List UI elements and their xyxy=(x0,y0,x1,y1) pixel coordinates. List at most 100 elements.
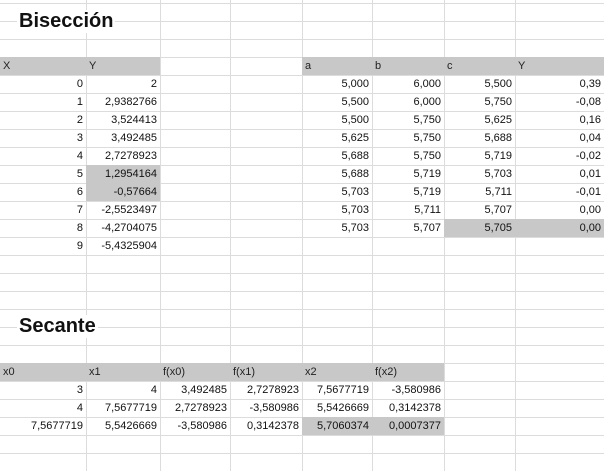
table3-cell[interactable]: 7,5677719 xyxy=(105,402,157,414)
table3-cell[interactable]: 7,5677719 xyxy=(31,420,83,432)
table3-cell[interactable]: 0,3142378 xyxy=(389,402,441,414)
grid-hline xyxy=(0,219,604,220)
table1-cell[interactable]: 4 xyxy=(76,150,83,162)
table1-cell[interactable]: 2 xyxy=(150,78,157,90)
table2-cell[interactable]: 5,707 xyxy=(413,222,441,234)
table1-header[interactable]: Y xyxy=(86,57,160,75)
table1-cell[interactable]: 2,9382766 xyxy=(105,96,157,108)
table3-header[interactable]: f(x0) xyxy=(160,363,230,381)
table3-cell[interactable]: 4 xyxy=(150,384,157,396)
table2-cell[interactable]: 0,00 xyxy=(515,219,604,237)
table2-cell[interactable]: 5,750 xyxy=(413,150,441,162)
table3-cell[interactable]: -3,580986 xyxy=(391,384,441,396)
grid-hline xyxy=(0,291,604,292)
grid-hline xyxy=(0,381,604,382)
table2-cell[interactable]: -0,01 xyxy=(575,186,601,198)
table2-header[interactable]: a xyxy=(302,57,372,75)
table2-cell[interactable]: -0,02 xyxy=(575,150,601,162)
table1-cell[interactable]: 3,492485 xyxy=(111,132,157,144)
table1-cell[interactable]: 1 xyxy=(76,96,83,108)
table3-header[interactable]: f(x1) xyxy=(230,363,302,381)
table2-cell[interactable]: 0,01 xyxy=(579,168,601,180)
table1-cell[interactable]: 1,2954164 xyxy=(86,165,160,183)
table3-cell[interactable]: 2,7278923 xyxy=(175,402,227,414)
table2-cell[interactable]: 5,719 xyxy=(413,186,441,198)
table1-header[interactable]: X xyxy=(0,57,86,75)
table2-cell[interactable]: 5,703 xyxy=(341,186,369,198)
table2-cell[interactable]: 5,711 xyxy=(414,204,441,216)
table2-cell[interactable]: 5,711 xyxy=(485,186,512,198)
table3-cell[interactable]: 3 xyxy=(76,384,83,396)
table2-cell[interactable]: 5,688 xyxy=(484,132,512,144)
table3-cell[interactable]: 0,3142378 xyxy=(247,420,299,432)
table1-cell[interactable]: 8 xyxy=(76,222,83,234)
table3-cell[interactable]: -3,580986 xyxy=(249,402,299,414)
table3-header[interactable]: x0 xyxy=(0,363,86,381)
table3-cell[interactable]: -3,580986 xyxy=(177,420,227,432)
table2-header[interactable]: Y xyxy=(515,57,604,75)
table2-cell[interactable]: 5,703 xyxy=(484,168,512,180)
table2-cell[interactable]: -0,08 xyxy=(575,96,601,108)
table3-cell[interactable]: 3,492485 xyxy=(181,384,227,396)
table2-cell[interactable]: 5,500 xyxy=(341,96,369,108)
table2-cell[interactable]: 5,719 xyxy=(484,150,512,162)
table1-cell[interactable]: 9 xyxy=(76,240,83,252)
grid-hline xyxy=(0,39,604,40)
table1-cell[interactable]: 2 xyxy=(76,114,83,126)
table3-cell[interactable]: 7,5677719 xyxy=(317,384,369,396)
table3-header[interactable]: x1 xyxy=(86,363,160,381)
table1-cell[interactable]: -2,5523497 xyxy=(101,204,157,216)
grid-hline xyxy=(0,93,604,94)
grid-hline xyxy=(0,237,604,238)
table2-cell[interactable]: 5,625 xyxy=(484,114,512,126)
table2-cell[interactable]: 5,707 xyxy=(484,204,512,216)
grid-hline xyxy=(0,201,604,202)
table2-cell[interactable]: 5,703 xyxy=(341,204,369,216)
table2-cell[interactable]: 5,688 xyxy=(341,150,369,162)
table3-cell[interactable]: 5,5426669 xyxy=(105,420,157,432)
table2-header[interactable]: b xyxy=(372,57,444,75)
table3-cell[interactable]: 0,0007377 xyxy=(372,417,444,435)
table3-cell[interactable]: 4 xyxy=(76,402,83,414)
table2-cell[interactable]: 5,719 xyxy=(413,168,441,180)
table2-cell[interactable]: 5,750 xyxy=(413,132,441,144)
table2-cell[interactable]: 0,00 xyxy=(579,204,601,216)
table1-cell[interactable]: -4,2704075 xyxy=(101,222,157,234)
grid-hline xyxy=(0,3,604,4)
table3-cell[interactable]: 5,7060374 xyxy=(302,417,372,435)
table1-cell[interactable]: 2,7278923 xyxy=(105,150,157,162)
table2-cell[interactable]: 5,703 xyxy=(341,222,369,234)
grid-vline xyxy=(302,0,303,471)
biseccion-title: Bisección xyxy=(17,10,116,33)
table2-cell[interactable]: 0,16 xyxy=(579,114,601,126)
table2-cell[interactable]: 5,688 xyxy=(341,168,369,180)
table1-cell[interactable]: 7 xyxy=(76,204,83,216)
table2-cell[interactable]: 5,750 xyxy=(484,96,512,108)
table2-cell[interactable]: 5,705 xyxy=(444,219,515,237)
table2-cell[interactable]: 5,625 xyxy=(341,132,369,144)
table3-cell[interactable]: 2,7278923 xyxy=(247,384,299,396)
table3-cell[interactable]: 5,5426669 xyxy=(317,402,369,414)
grid-vline xyxy=(86,0,87,471)
table2-cell[interactable]: 5,500 xyxy=(484,78,512,90)
table1-cell[interactable]: 3 xyxy=(76,132,83,144)
table2-cell[interactable]: 5,000 xyxy=(341,78,369,90)
table2-cell[interactable]: 5,750 xyxy=(413,114,441,126)
table1-cell[interactable]: -5,4325904 xyxy=(101,240,157,252)
table1-cell[interactable]: 3,524413 xyxy=(111,114,157,126)
table2-header[interactable]: c xyxy=(444,57,515,75)
table1-cell[interactable]: 0 xyxy=(76,78,83,90)
table1-cell[interactable]: 6 xyxy=(76,186,83,198)
grid-hline xyxy=(0,21,604,22)
table2-cell[interactable]: 6,000 xyxy=(413,96,441,108)
table1-cell[interactable]: -0,57664 xyxy=(86,183,160,201)
table3-header[interactable]: x2 xyxy=(302,363,372,381)
grid-hline xyxy=(0,255,604,256)
table2-cell[interactable]: 0,39 xyxy=(579,78,601,90)
table1-cell[interactable]: 5 xyxy=(76,168,83,180)
grid-hline xyxy=(0,309,604,310)
table2-cell[interactable]: 6,000 xyxy=(413,78,441,90)
table2-cell[interactable]: 0,04 xyxy=(579,132,601,144)
table3-header[interactable]: f(x2) xyxy=(372,363,444,381)
table2-cell[interactable]: 5,500 xyxy=(341,114,369,126)
